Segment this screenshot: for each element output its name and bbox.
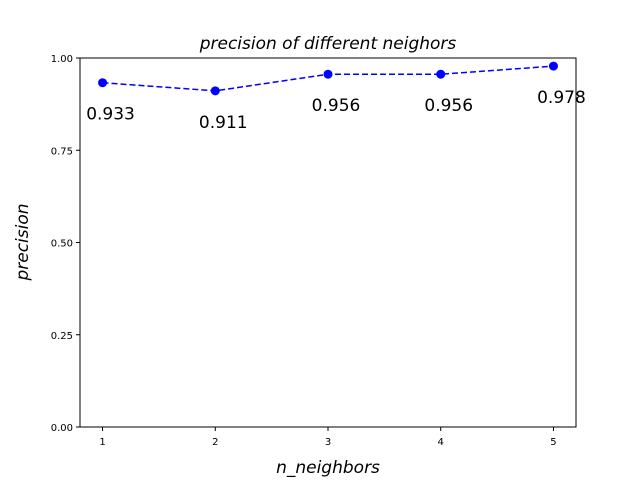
data-label: 0.933 bbox=[86, 105, 135, 125]
data-point bbox=[210, 86, 220, 96]
x-tick-label: 1 bbox=[99, 437, 105, 448]
y-axis-title: precision bbox=[13, 203, 33, 281]
y-tick-label: 0.50 bbox=[51, 239, 73, 250]
y-tick-label: 0.25 bbox=[51, 331, 73, 342]
data-label: 0.956 bbox=[312, 96, 361, 116]
data-point bbox=[548, 61, 558, 71]
data-label: 0.978 bbox=[537, 88, 586, 108]
data-point bbox=[436, 69, 446, 79]
data-point bbox=[323, 69, 333, 79]
chart-title: precision of different neighors bbox=[199, 34, 457, 54]
y-tick-label: 0.75 bbox=[51, 146, 73, 157]
x-tick-label: 4 bbox=[438, 437, 444, 448]
y-tick-label: 1.00 bbox=[51, 54, 73, 65]
data-label: 0.911 bbox=[199, 113, 248, 133]
plot-area: 0.00 0.25 0.50 0.75 1.00 1 2 3 4 5 0.933 0.911 0.956… bbox=[51, 54, 586, 448]
x-tick-label: 2 bbox=[212, 437, 218, 448]
data-label: 0.956 bbox=[424, 96, 473, 116]
data-point bbox=[98, 78, 108, 88]
x-axis-title: n_neighbors bbox=[276, 458, 380, 478]
x-tick-label: 5 bbox=[550, 437, 556, 448]
y-tick-label: 0.00 bbox=[51, 423, 73, 434]
x-tick-label: 3 bbox=[325, 437, 331, 448]
